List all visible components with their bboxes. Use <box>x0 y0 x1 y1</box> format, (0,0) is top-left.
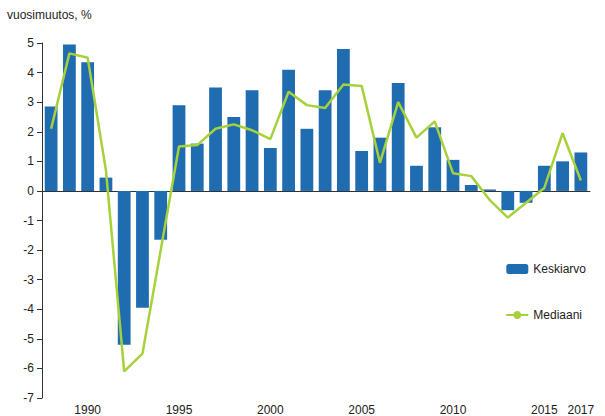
svg-text:vuosimuutos, %: vuosimuutos, % <box>7 8 92 22</box>
svg-text:3: 3 <box>27 95 34 109</box>
svg-text:Keskiarvo: Keskiarvo <box>533 262 586 276</box>
svg-text:2005: 2005 <box>348 403 375 416</box>
svg-text:1: 1 <box>27 154 34 168</box>
svg-text:-3: -3 <box>23 273 34 287</box>
svg-text:2017: 2017 <box>568 403 595 416</box>
svg-text:-6: -6 <box>23 361 34 375</box>
svg-text:2010: 2010 <box>440 403 467 416</box>
svg-text:Mediaani: Mediaani <box>533 308 582 322</box>
svg-text:0: 0 <box>27 184 34 198</box>
svg-text:2: 2 <box>27 125 34 139</box>
svg-text:-4: -4 <box>23 302 34 316</box>
svg-text:5: 5 <box>27 36 34 50</box>
svg-text:2000: 2000 <box>257 403 284 416</box>
svg-text:-1: -1 <box>23 214 34 228</box>
svg-text:4: 4 <box>27 66 34 80</box>
svg-text:1995: 1995 <box>166 403 193 416</box>
svg-text:1990: 1990 <box>74 403 101 416</box>
svg-text:-2: -2 <box>23 243 34 257</box>
svg-text:-5: -5 <box>23 332 34 346</box>
svg-text:-7: -7 <box>23 391 34 405</box>
svg-text:2015: 2015 <box>531 403 558 416</box>
